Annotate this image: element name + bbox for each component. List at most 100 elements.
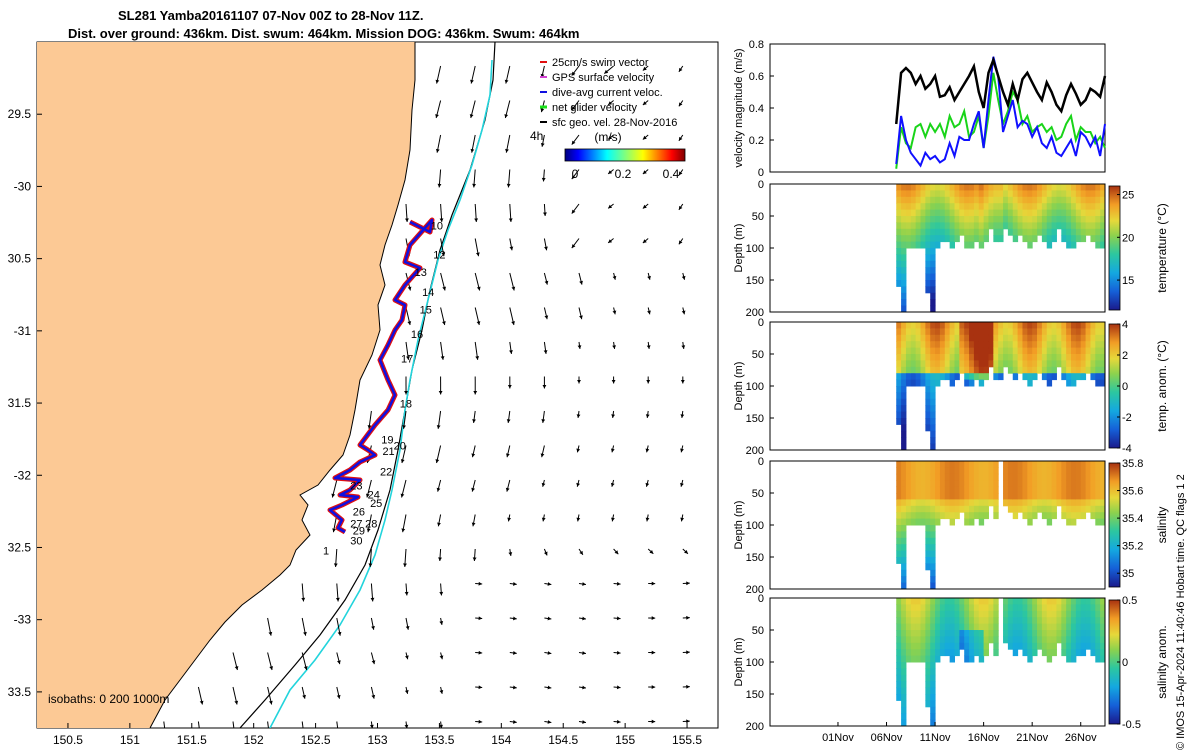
heatmap-cell — [910, 328, 917, 336]
heatmap-cell — [901, 525, 907, 532]
heatmap-cell — [983, 373, 989, 381]
heatmap-cell — [1061, 209, 1067, 217]
heatmap-cell — [964, 461, 970, 468]
heatmap-cell — [901, 398, 907, 406]
section-ytick-label: 200 — [746, 445, 764, 457]
heatmap-cell — [983, 366, 989, 374]
heatmap-cell — [1090, 480, 1096, 488]
heatmap-cell — [896, 687, 902, 695]
heatmap-cell — [896, 216, 902, 223]
velocity-arrowhead — [469, 114, 474, 118]
velocity-arrowhead — [651, 650, 656, 655]
heatmap-cell — [1100, 655, 1106, 663]
heatmap-cell — [896, 636, 902, 644]
heatmap-cell — [935, 636, 941, 644]
heatmap-cell — [1090, 366, 1096, 374]
heatmap-cell — [896, 379, 902, 387]
section-ytick-label: 100 — [746, 243, 764, 255]
heatmap-cell — [959, 480, 965, 488]
heatmap-cell — [969, 328, 975, 336]
heatmap-cell — [944, 184, 951, 191]
heatmap-cell — [1061, 196, 1067, 204]
heatmap-cell — [1051, 623, 1057, 631]
heatmap-cell — [935, 512, 941, 520]
heatmap-cell — [1046, 467, 1053, 475]
heatmap-cell — [998, 222, 1004, 230]
velocity-arrowhead — [608, 239, 613, 243]
heatmap-cell — [1022, 617, 1028, 625]
velocity-arrowhead — [579, 550, 583, 555]
heatmap-cell — [944, 196, 951, 204]
heatmap-cell — [1080, 190, 1087, 198]
velocity-arrowhead — [616, 616, 621, 621]
heatmap-cell — [1032, 617, 1038, 625]
heatmap-cell — [1071, 216, 1077, 223]
velocity-arrow — [336, 721, 339, 728]
heatmap-cell — [1027, 379, 1033, 387]
heatmap-cell — [1080, 499, 1087, 507]
heatmap-cell — [949, 493, 955, 500]
heatmap-cell — [1085, 322, 1091, 329]
heatmap-cell — [1066, 617, 1072, 625]
heatmap-cell — [896, 228, 902, 236]
velocity-arrowhead — [435, 459, 440, 464]
heatmap-cell — [944, 598, 951, 605]
heatmap-cell — [920, 604, 926, 612]
heatmap-cell — [925, 544, 931, 552]
heatmap-cell — [959, 636, 965, 644]
heatmap-cell — [954, 328, 960, 336]
heatmap-cell — [930, 713, 936, 721]
heatmap-cell — [1051, 184, 1057, 191]
heatmap-cell — [1037, 347, 1043, 355]
heatmap-cell — [1003, 328, 1009, 336]
heatmap-cell — [993, 623, 999, 631]
heatmap-cell — [1100, 518, 1106, 526]
heatmap-cell — [1037, 467, 1043, 475]
heatmap-cell — [944, 617, 951, 625]
heatmap-cell — [1085, 486, 1091, 494]
heatmap-cell — [1066, 373, 1072, 381]
heatmap-cell — [944, 493, 951, 500]
heatmap-cell — [925, 235, 931, 243]
heatmap-cell — [1061, 366, 1067, 374]
heatmap-cell — [925, 493, 931, 500]
velocity-arrowhead — [577, 345, 582, 349]
velocity-arrowhead — [544, 280, 549, 285]
velocity-arrowhead — [608, 170, 613, 174]
heatmap-cell — [978, 190, 985, 198]
heatmap-cell — [1066, 209, 1072, 217]
heatmap-cell — [1022, 341, 1028, 349]
heatmap-cell — [1085, 366, 1091, 374]
heatmap-cell — [973, 461, 980, 468]
velocity-arrowhead — [404, 655, 409, 660]
heatmap-cell — [1071, 505, 1077, 513]
heatmap-cell — [973, 222, 980, 230]
heatmap-cell — [1007, 354, 1014, 361]
heatmap-cell — [949, 190, 955, 198]
heatmap-cell — [905, 228, 912, 236]
section-ytick-label: 200 — [746, 721, 764, 733]
heatmap-cell — [954, 334, 960, 342]
heatmap-cell — [993, 216, 999, 223]
heatmap-cell — [901, 273, 907, 281]
heatmap-cell — [1007, 184, 1014, 191]
heatmap-cell — [1027, 222, 1033, 230]
velocity-arrowhead — [367, 425, 372, 429]
velocity-arrowhead — [332, 528, 336, 533]
velocity-arrowhead — [439, 591, 444, 596]
heatmap-cell — [930, 636, 936, 644]
heatmap-cell — [973, 473, 980, 481]
heatmap-cell — [983, 360, 989, 368]
heatmap-cell — [896, 473, 902, 481]
heatmap-cell — [978, 366, 985, 374]
heatmap-cell — [901, 248, 907, 255]
heatmap-cell — [973, 184, 980, 191]
heatmap-cell — [1027, 203, 1033, 211]
heatmap-cell — [1066, 184, 1072, 191]
heatmap-cell — [1090, 598, 1096, 605]
heatmap-cell — [1027, 360, 1033, 368]
velocity-arrowhead — [686, 650, 690, 655]
heatmap-cell — [1080, 473, 1087, 481]
heatmap-cell — [1051, 360, 1057, 368]
